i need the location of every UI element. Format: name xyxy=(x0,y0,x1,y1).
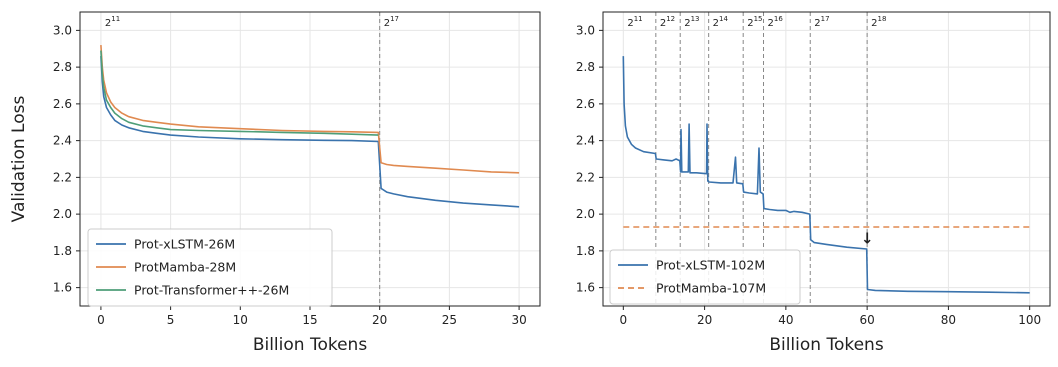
context-length-label: 216 xyxy=(768,15,784,29)
context-length-exponent: 16 xyxy=(774,15,783,23)
x-tick-label: 40 xyxy=(778,313,793,327)
context-length-base: 2 xyxy=(627,18,633,29)
y-tick-label: 2.4 xyxy=(53,134,72,148)
series-line-prot-transformer-26m xyxy=(100,50,379,136)
context-length-exponent: 11 xyxy=(111,15,120,23)
x-tick-label: 0 xyxy=(619,313,627,327)
x-tick-label: 80 xyxy=(941,313,956,327)
context-length-base: 2 xyxy=(747,18,753,29)
y-tick-label: 1.8 xyxy=(576,244,595,258)
context-length-base: 2 xyxy=(768,18,774,29)
y-tick-label: 2.6 xyxy=(576,97,595,111)
context-length-exponent: 17 xyxy=(390,15,399,23)
y-tick-label: 2.8 xyxy=(576,60,595,74)
context-length-base: 2 xyxy=(660,18,666,29)
context-length-exponent: 15 xyxy=(754,15,763,23)
annotation-arrow: ↓ xyxy=(861,230,874,248)
x-axis-label: Billion Tokens xyxy=(253,335,368,355)
context-length-label: 211 xyxy=(105,15,120,29)
series-line-prot-xlstm-26m xyxy=(100,56,520,208)
context-length-label: 217 xyxy=(384,15,399,29)
context-length-exponent: 12 xyxy=(666,15,675,23)
series-group xyxy=(100,45,520,208)
y-tick-label: 3.0 xyxy=(576,23,595,37)
y-axis-label: Validation Loss xyxy=(9,96,29,223)
x-tick-label: 25 xyxy=(442,313,457,327)
x-tick-label: 100 xyxy=(1018,313,1041,327)
legend: Prot-xLSTM-26M ProtMamba-28M Prot-Transfor… xyxy=(87,228,333,307)
context-length-base: 2 xyxy=(713,18,719,29)
y-tick-label: 1.8 xyxy=(53,244,72,258)
x-axis-label: Billion Tokens xyxy=(769,335,884,355)
y-tick-label: 2.4 xyxy=(576,134,595,148)
context-length-exponent: 11 xyxy=(634,15,643,23)
legend-label: Prot-xLSTM-102M xyxy=(656,258,765,273)
x-tick-label: 60 xyxy=(859,313,874,327)
context-length-exponent: 14 xyxy=(719,15,728,23)
context-length-base: 2 xyxy=(814,18,820,29)
context-length-exponent: 18 xyxy=(878,15,887,23)
context-length-base: 2 xyxy=(684,18,690,29)
x-tick-label: 5 xyxy=(167,313,175,327)
y-tick-label: 2.2 xyxy=(576,170,595,184)
context-length-exponent: 13 xyxy=(691,15,700,23)
context-length-base: 2 xyxy=(871,18,877,29)
plot-frame xyxy=(602,11,1051,307)
x-tick-label: 30 xyxy=(511,313,526,327)
legend-label: ProtMamba-107M xyxy=(656,281,766,296)
x-tick-label: 10 xyxy=(233,313,248,327)
legend-box xyxy=(87,228,333,307)
context-length-exponent: 17 xyxy=(821,15,830,23)
context-length-label: 211 xyxy=(627,15,642,29)
legend-label: ProtMamba-28M xyxy=(134,260,236,275)
series-line-protmamba-28m xyxy=(100,45,520,174)
y-tick-label: 2.2 xyxy=(53,170,72,184)
context-length-label: 213 xyxy=(684,15,699,29)
x-tick-label: 0 xyxy=(97,313,105,327)
series-group xyxy=(622,56,1030,294)
context-length-base: 2 xyxy=(105,18,111,29)
series-line-prot-xlstm-102m xyxy=(622,56,1030,294)
y-tick-label: 2.8 xyxy=(53,60,72,74)
y-tick-label: 1.6 xyxy=(53,281,72,295)
legend: Prot-xLSTM-102M ProtMamba-107M xyxy=(609,249,801,305)
legend-box xyxy=(609,249,801,305)
context-length-label: 215 xyxy=(747,15,762,29)
legend-label: Prot-Transformer++-26M xyxy=(134,283,289,298)
x-tick-label: 20 xyxy=(372,313,387,327)
y-tick-label: 2.0 xyxy=(53,207,72,221)
y-tick-label: 2.6 xyxy=(53,97,72,111)
x-tick-label: 20 xyxy=(697,313,712,327)
y-tick-label: 1.6 xyxy=(576,281,595,295)
context-length-label: 212 xyxy=(660,15,675,29)
context-length-label: 218 xyxy=(871,15,886,29)
y-tick-label: 2.0 xyxy=(576,207,595,221)
context-length-label: 217 xyxy=(814,15,829,29)
legend-label: Prot-xLSTM-26M xyxy=(134,237,235,252)
context-length-label: 214 xyxy=(713,15,729,29)
left-panel: 0 5 10 15 20 25 301.61.82.02.22.42.62.83.0 211 2… xyxy=(9,11,541,355)
y-tick-label: 3.0 xyxy=(53,23,72,37)
x-tick-label: 15 xyxy=(302,313,317,327)
context-length-base: 2 xyxy=(384,18,390,29)
